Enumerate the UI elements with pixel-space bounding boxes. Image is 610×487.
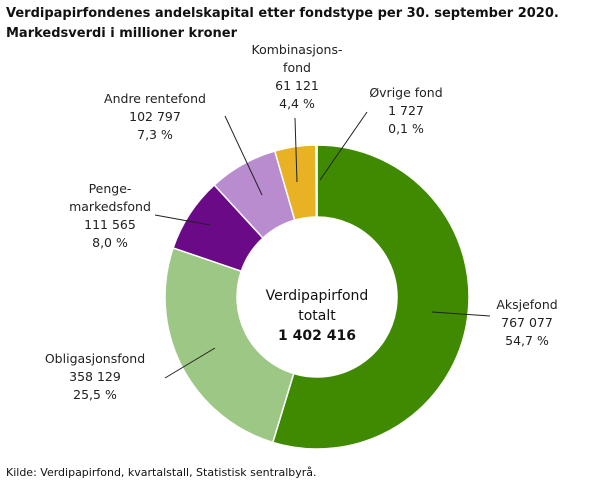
value-label: 767 077: [501, 315, 553, 330]
percent-label: 0,1 %: [388, 121, 424, 136]
center-label: Verdipapirfond totalt 1 402 416: [237, 266, 397, 366]
leader-line: [319, 111, 368, 181]
category-label: Aksjefond: [496, 297, 558, 312]
chart-title: Verdipapirfondenes andelskapital etter f…: [6, 6, 559, 21]
slice-label: Obligasjonsfond 358 129 25,5 %: [15, 350, 175, 404]
slice-label: Aksjefond 767 077 54,7 %: [447, 296, 607, 350]
category-label: Obligasjonsfond: [44, 351, 146, 366]
slice-label: Andre rentefond 102 797 7,3 %: [75, 90, 235, 144]
leader-line: [431, 311, 491, 317]
center-text: Verdipapirfond totalt: [265, 288, 369, 324]
value-label: 1 727: [388, 103, 424, 118]
slice-label: Kombinasjons- fond 61 121 4,4 %: [217, 41, 377, 113]
value-label: 102 797: [129, 109, 181, 124]
value-label: 61 121: [275, 78, 319, 93]
percent-label: 8,0 %: [92, 235, 128, 250]
category-label: Andre rentefond: [104, 91, 206, 106]
percent-label: 7,3 %: [137, 127, 173, 142]
category-label: Kombinasjons- fond: [251, 42, 343, 75]
slice: [315, 144, 318, 218]
source: Kilde: Verdipapirfond, kvartalstall, Sta…: [6, 466, 317, 479]
chart-subtitle: Markedsverdi i millioner kroner: [6, 26, 238, 41]
total: 1 402 416: [278, 328, 356, 344]
value-label: 358 129: [69, 369, 121, 384]
percent-label: 54,7 %: [505, 333, 549, 348]
leader-line: [294, 117, 298, 183]
category-label: Penge- markedsfond: [69, 181, 151, 214]
slice: [271, 144, 470, 450]
category-label: Øvrige fond: [369, 85, 443, 100]
leader-line: [154, 214, 211, 226]
percent-label: 4,4 %: [279, 96, 315, 111]
value-label: 111 565: [84, 217, 136, 232]
leader-line: [164, 347, 216, 379]
percent-label: 25,5 %: [73, 387, 117, 402]
slice-label: Øvrige fond 1 727 0,1 %: [326, 84, 486, 138]
slice-label: Penge- markedsfond 111 565 8,0 %: [30, 180, 190, 252]
leader-line: [224, 115, 263, 196]
slice: [164, 246, 295, 444]
